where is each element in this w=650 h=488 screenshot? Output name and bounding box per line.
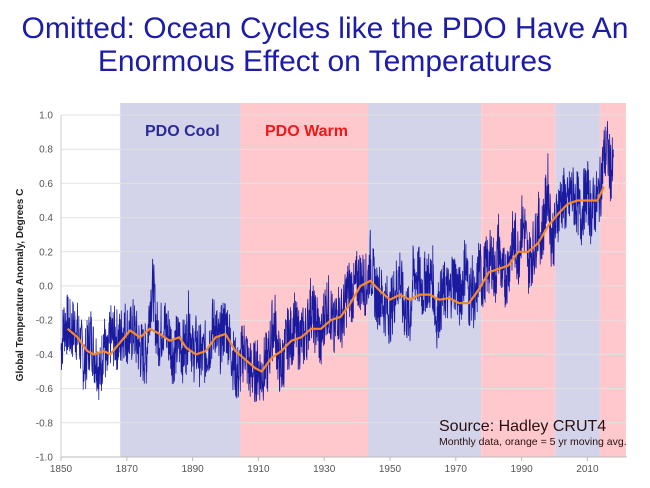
y-tick-label: -0.6 <box>36 384 54 395</box>
pdo-band-cool <box>555 103 600 457</box>
series-note: Monthly data, orange = 5 yr moving avg. <box>439 436 627 448</box>
x-tick-label: 1870 <box>116 464 139 475</box>
title-line-2: Enormous Effect on Temperatures <box>97 45 553 78</box>
x-tick-label: 1930 <box>313 464 336 475</box>
x-tick-label: 1850 <box>50 464 73 475</box>
y-tick-label: 0.2 <box>39 247 53 258</box>
pdo-band-cool <box>120 103 240 457</box>
band-label-cool: PDO Cool <box>145 123 220 140</box>
x-tick-label: 2010 <box>576 464 599 475</box>
y-tick-label: 1.0 <box>39 111 53 122</box>
y-tick-label: -0.8 <box>36 418 54 429</box>
x-tick-label: 1910 <box>247 464 270 475</box>
y-tick-label: 0.6 <box>39 179 53 190</box>
x-tick-label: 1890 <box>181 464 204 475</box>
x-tick-label: 1990 <box>510 464 533 475</box>
band-label-warm: PDO Warm <box>265 123 348 140</box>
y-tick-label: -0.2 <box>36 316 54 327</box>
x-tick-label: 1950 <box>379 464 402 475</box>
source-annotation: Source: Hadley CRUT4 <box>439 418 606 435</box>
x-tick-label: 1970 <box>445 464 468 475</box>
moving-average-line <box>66 186 605 373</box>
y-tick-label: 0.8 <box>39 145 53 156</box>
y-tick-label: 0.4 <box>39 213 53 224</box>
monthly-data-line <box>60 120 614 403</box>
y-tick-label: -0.4 <box>36 350 54 361</box>
chart-title: Omitted: Ocean Cycles like the PDO Have … <box>0 12 650 78</box>
title-line-1: Omitted: Ocean Cycles like the PDO Have … <box>21 12 629 45</box>
y-axis-label: Global Temperature Anomaly, Degrees C <box>15 189 26 382</box>
y-tick-label: -1.0 <box>36 453 54 464</box>
y-tick-label: 0.0 <box>39 282 53 293</box>
